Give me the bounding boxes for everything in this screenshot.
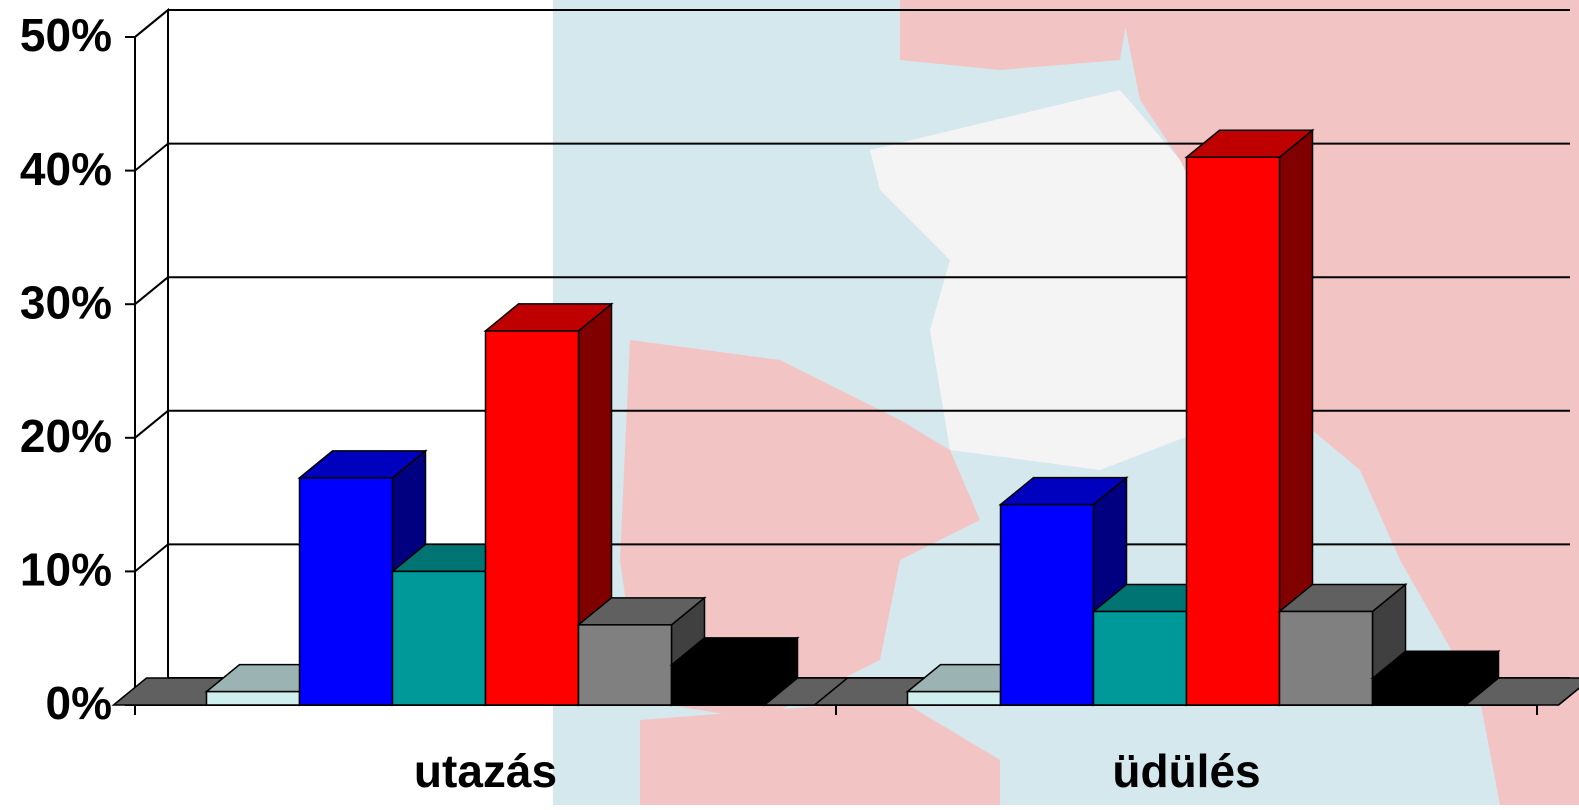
bar [486, 331, 579, 705]
y-tick-label: 20% [20, 410, 112, 462]
y-tick-label: 10% [20, 544, 112, 596]
bar [1187, 157, 1280, 705]
y-tick-label: 40% [20, 143, 112, 195]
bar [908, 692, 1001, 705]
bar [1280, 611, 1373, 705]
bar [1001, 505, 1094, 705]
y-tick-label: 30% [20, 276, 112, 328]
x-tick-label: üdülés [1112, 745, 1260, 797]
bar [1094, 611, 1187, 705]
x-tick-label: utazás [414, 745, 557, 797]
bar [579, 625, 672, 705]
bar [1373, 678, 1466, 705]
bar [672, 665, 765, 705]
y-tick-label: 50% [20, 9, 112, 61]
bar [207, 692, 300, 705]
y-tick-label: 0% [46, 677, 112, 729]
bar [393, 571, 486, 705]
bar [300, 478, 393, 705]
